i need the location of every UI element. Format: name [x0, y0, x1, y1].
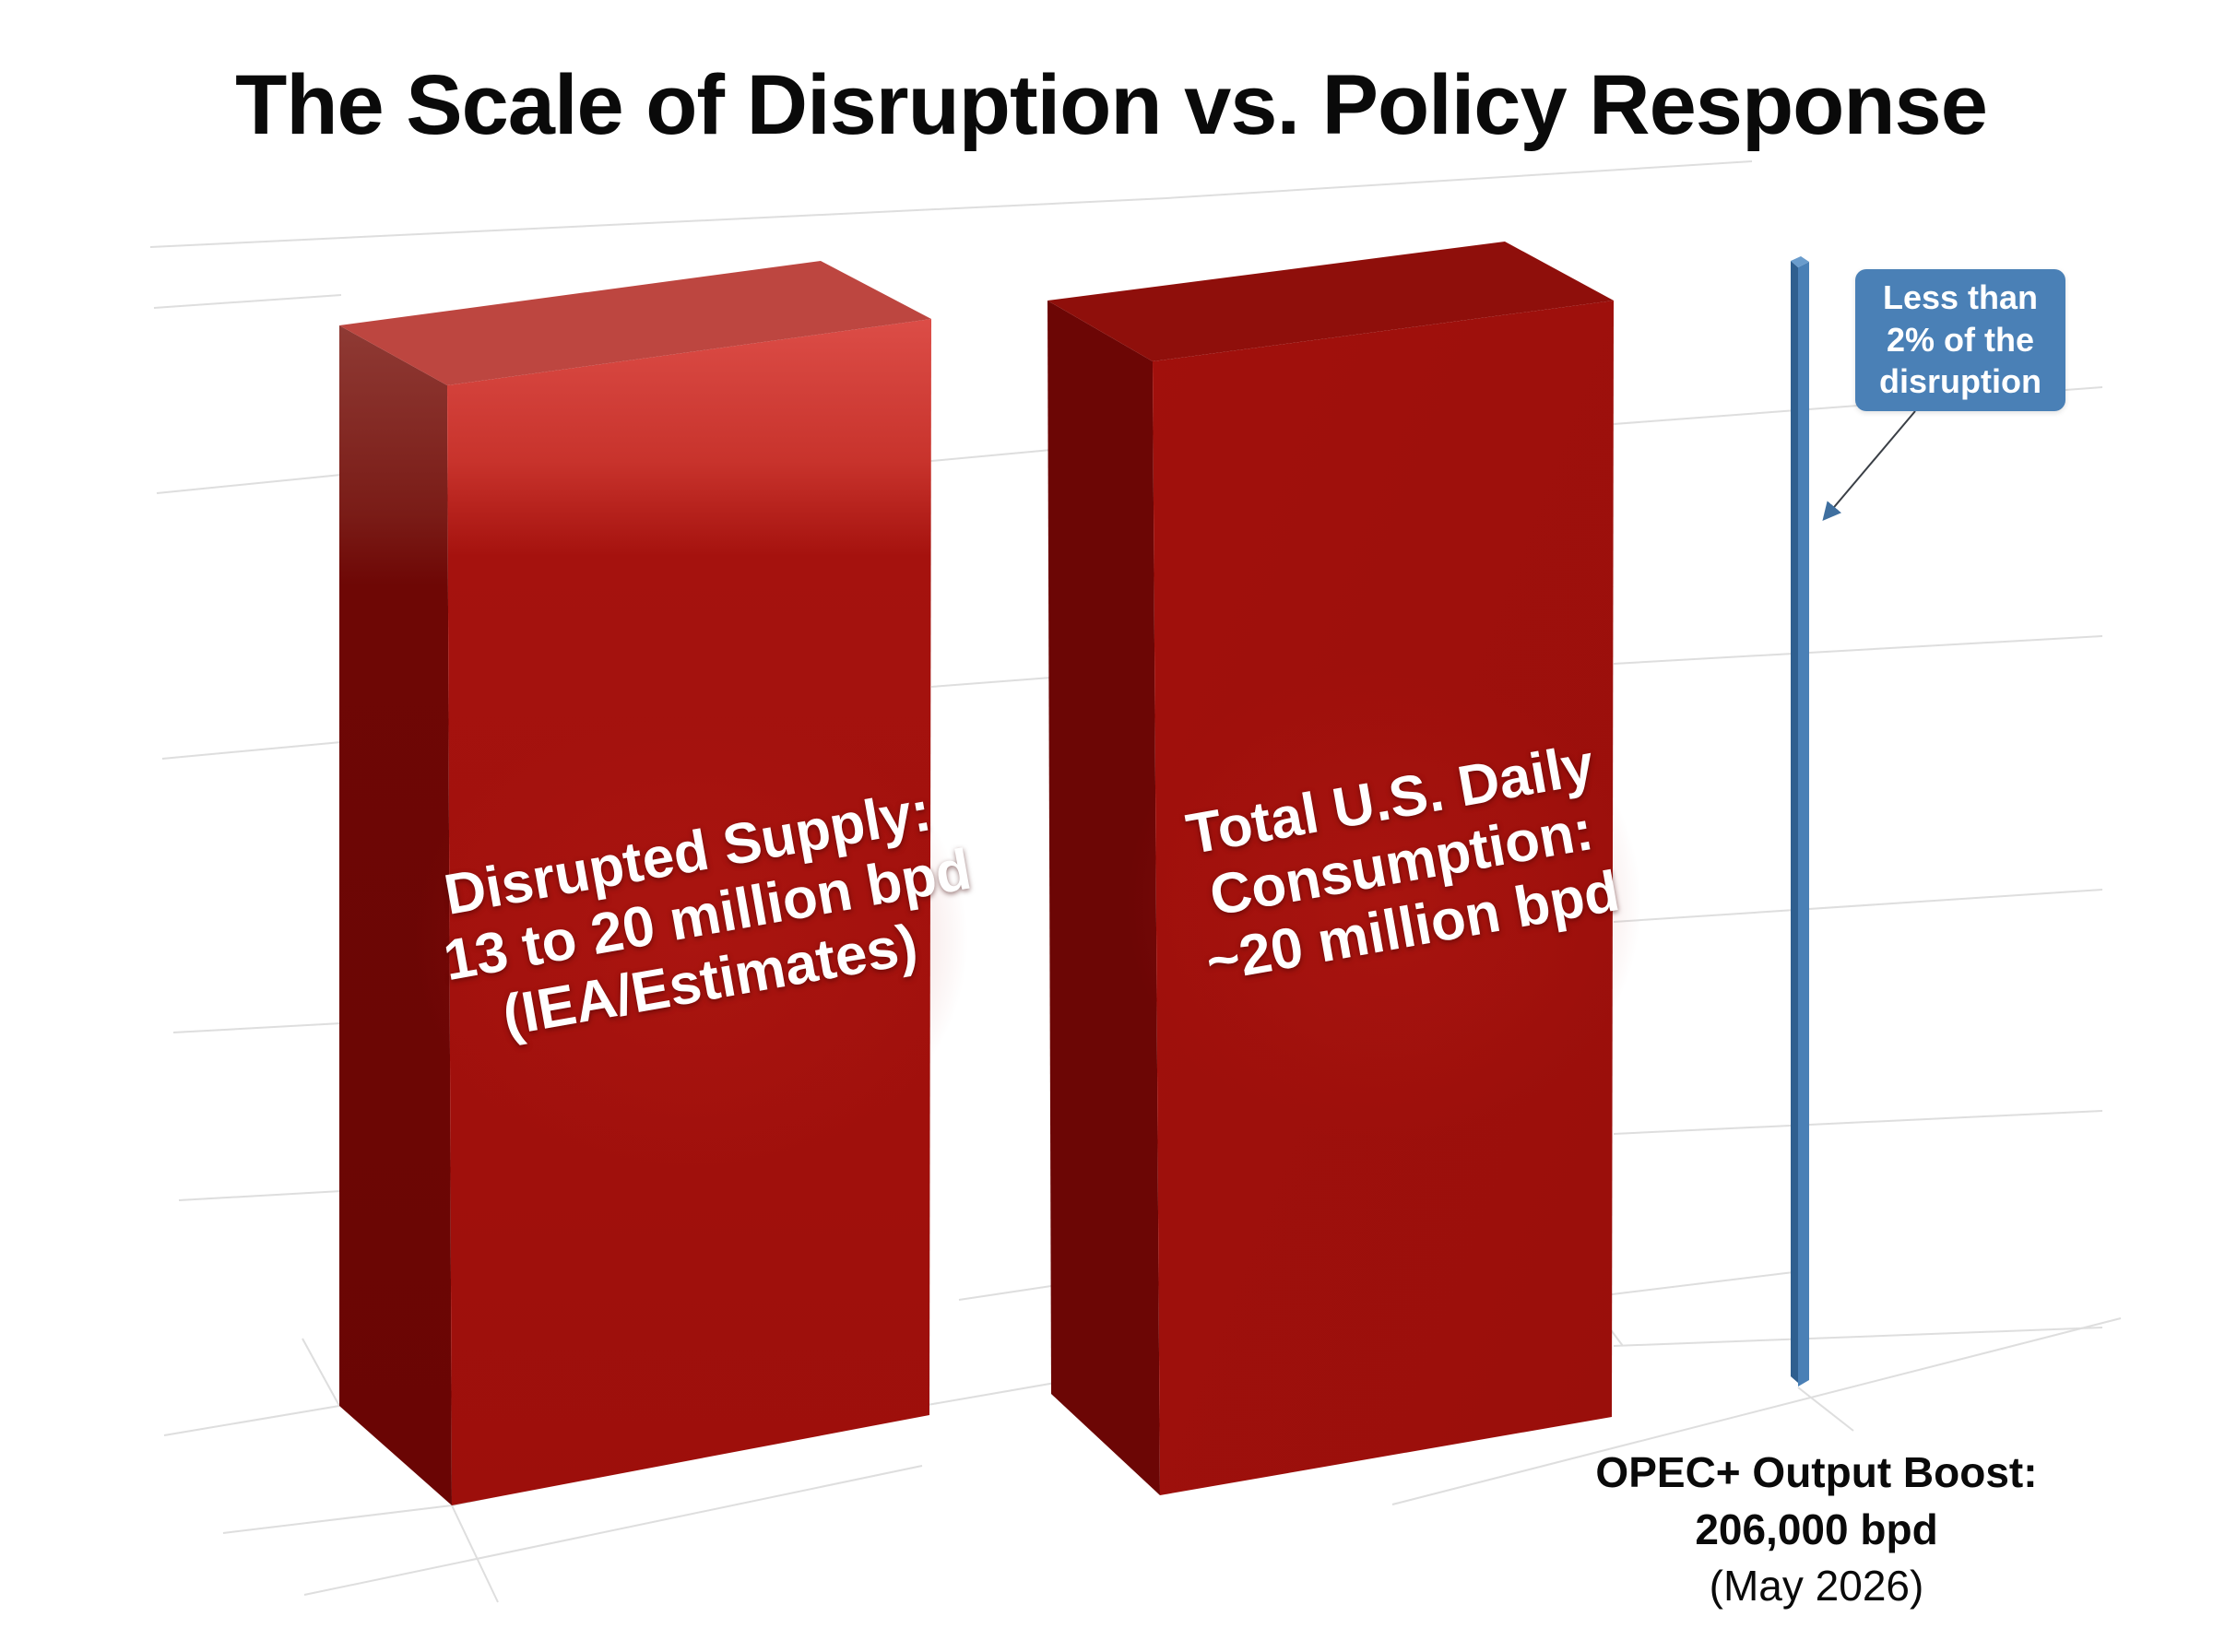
bar-top-face — [1047, 242, 1614, 361]
label-line: 206,000 bpd — [1695, 1505, 1938, 1553]
callout-line: disruption — [1879, 362, 2041, 401]
callout-line: Less than — [1882, 278, 2039, 316]
bar-disrupted-supply — [339, 261, 968, 1505]
bar-top-face — [339, 261, 931, 385]
bar-side-face — [1047, 301, 1160, 1495]
gridlines — [149, 160, 2122, 1603]
bar-side-face — [1791, 261, 1798, 1383]
bar-label-opec-boost: OPEC+ Output Boost: 206,000 bpd (May 202… — [1531, 1444, 2102, 1613]
bar-opec-boost — [1791, 256, 1809, 1386]
bar-top-face — [1791, 256, 1809, 267]
callout-box: Less than 2% of the disruption — [1855, 269, 2065, 411]
bar-us-consumption — [1047, 242, 1641, 1495]
callout-arrow — [1822, 410, 1916, 522]
bar-front-face — [1798, 262, 1809, 1386]
label-line: (May 2026) — [1709, 1562, 1924, 1610]
chart-title: The Scale of Disruption vs. Policy Respo… — [235, 58, 1988, 152]
label-line: OPEC+ Output Boost: — [1595, 1448, 2038, 1496]
callout-line: 2% of the — [1886, 320, 2034, 359]
bar-side-face — [339, 325, 452, 1505]
